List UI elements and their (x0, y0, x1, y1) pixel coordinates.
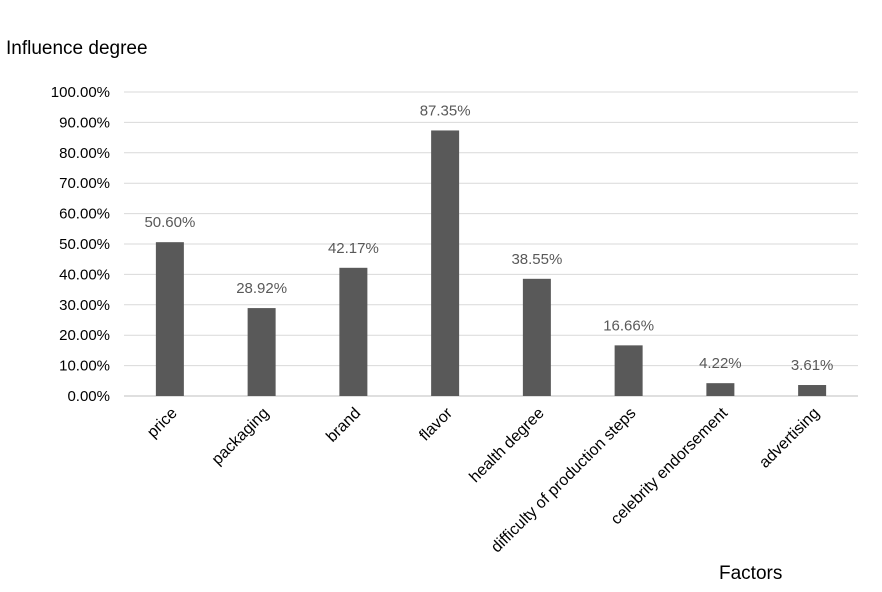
y-tick-label: 70.00% (59, 175, 110, 192)
y-axis-title: Influence degree (6, 38, 148, 59)
data-label: 16.66% (603, 317, 654, 334)
y-tick-label: 100.00% (51, 84, 110, 101)
x-tick-labels: price packaging brand flavor health degreedi… (144, 404, 823, 556)
data-label: 3.61% (791, 357, 834, 374)
bar (706, 383, 735, 396)
bar (339, 267, 368, 396)
bar (522, 278, 551, 396)
bar (247, 308, 276, 396)
bar (798, 385, 827, 396)
value-labels: 50.60% 28.92% 42.17% 87.35% 38.55% 16.66% 4.22… (144, 102, 833, 374)
bars (155, 130, 827, 396)
data-label: 28.92% (236, 280, 287, 297)
y-tick-label: 90.00% (59, 114, 110, 131)
x-tick-label: health degree (466, 405, 547, 486)
data-label: 50.60% (144, 214, 195, 231)
y-tick-label: 20.00% (59, 327, 110, 344)
x-tick-label: price (144, 405, 181, 442)
x-tick-label: difficulty of production steps (488, 405, 639, 556)
y-tick-label: 0.00% (67, 388, 110, 405)
data-label: 4.22% (699, 355, 742, 372)
y-tick-label: 40.00% (59, 266, 110, 283)
y-tick-label: 30.00% (59, 297, 110, 314)
y-tick-label: 80.00% (59, 145, 110, 162)
y-tick-label: 50.00% (59, 236, 110, 253)
y-tick-label: 60.00% (59, 206, 110, 223)
x-tick-label: advertising (756, 405, 823, 472)
y-tick-label: 10.00% (59, 358, 110, 375)
x-tick-label: flavor (416, 404, 456, 444)
data-label: 42.17% (328, 240, 379, 257)
bar (431, 130, 460, 396)
data-label: 87.35% (420, 102, 471, 119)
x-axis-title: Factors (719, 563, 783, 584)
x-tick-label: brand (323, 405, 364, 446)
data-label: 38.55% (511, 251, 562, 268)
gridlines (124, 91, 858, 397)
x-tick-label: packaging (209, 405, 273, 469)
bar (155, 242, 184, 396)
bar (614, 345, 643, 396)
y-tick-labels: 0.00% 10.00% 20.00% 30.00% 40.00% 50.00% 60.00… (51, 84, 110, 405)
